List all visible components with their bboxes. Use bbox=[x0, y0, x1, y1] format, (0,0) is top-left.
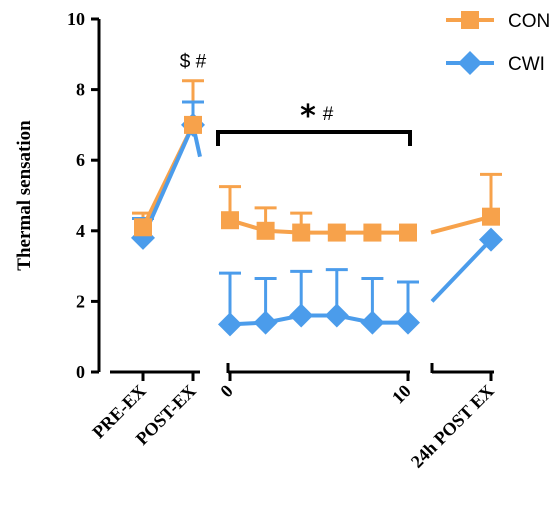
x-tick-label: 24h POST EX bbox=[407, 381, 498, 472]
data-point-con bbox=[256, 221, 275, 240]
y-tick-label: 2 bbox=[76, 291, 85, 311]
data-point-con bbox=[292, 223, 311, 242]
data-point-con bbox=[363, 223, 382, 242]
y-tick-label: 4 bbox=[76, 221, 85, 241]
data-point-cwi bbox=[289, 303, 314, 328]
data-point-cwi bbox=[324, 303, 349, 328]
legend-label-con: CON bbox=[508, 11, 550, 32]
y-tick-label: 8 bbox=[76, 80, 85, 100]
y-tick-label: 6 bbox=[76, 150, 85, 170]
data-point-con bbox=[399, 223, 417, 242]
data-point-con bbox=[134, 218, 152, 237]
significance-annotation: $ # bbox=[180, 51, 207, 72]
data-point-cwi bbox=[396, 310, 420, 335]
series-line-cwi bbox=[430, 238, 493, 303]
significance-bracket bbox=[216, 129, 412, 146]
y-tick-label: 10 bbox=[67, 9, 85, 29]
x-tick-label: 0 bbox=[216, 381, 237, 402]
significance-hash: # bbox=[323, 104, 334, 125]
data-point-con bbox=[184, 115, 202, 134]
x-tick-label: 10 bbox=[388, 381, 415, 408]
data-point-cwi bbox=[253, 310, 278, 335]
data-point-con bbox=[482, 207, 500, 226]
y-axis-label: Thermal sensation bbox=[14, 120, 35, 271]
legend-marker-con bbox=[461, 11, 479, 29]
data-point-con bbox=[327, 223, 346, 242]
legend-marker-cwi bbox=[458, 51, 482, 75]
series-line-con bbox=[430, 214, 492, 235]
data-point-cwi bbox=[360, 310, 385, 335]
legend-label-cwi: CWI bbox=[508, 54, 545, 75]
significance-star: * bbox=[300, 99, 316, 134]
data-point-con bbox=[221, 211, 239, 230]
y-tick-label: 0 bbox=[76, 362, 85, 382]
data-point-cwi bbox=[218, 312, 242, 337]
data-point-cwi bbox=[479, 227, 503, 252]
